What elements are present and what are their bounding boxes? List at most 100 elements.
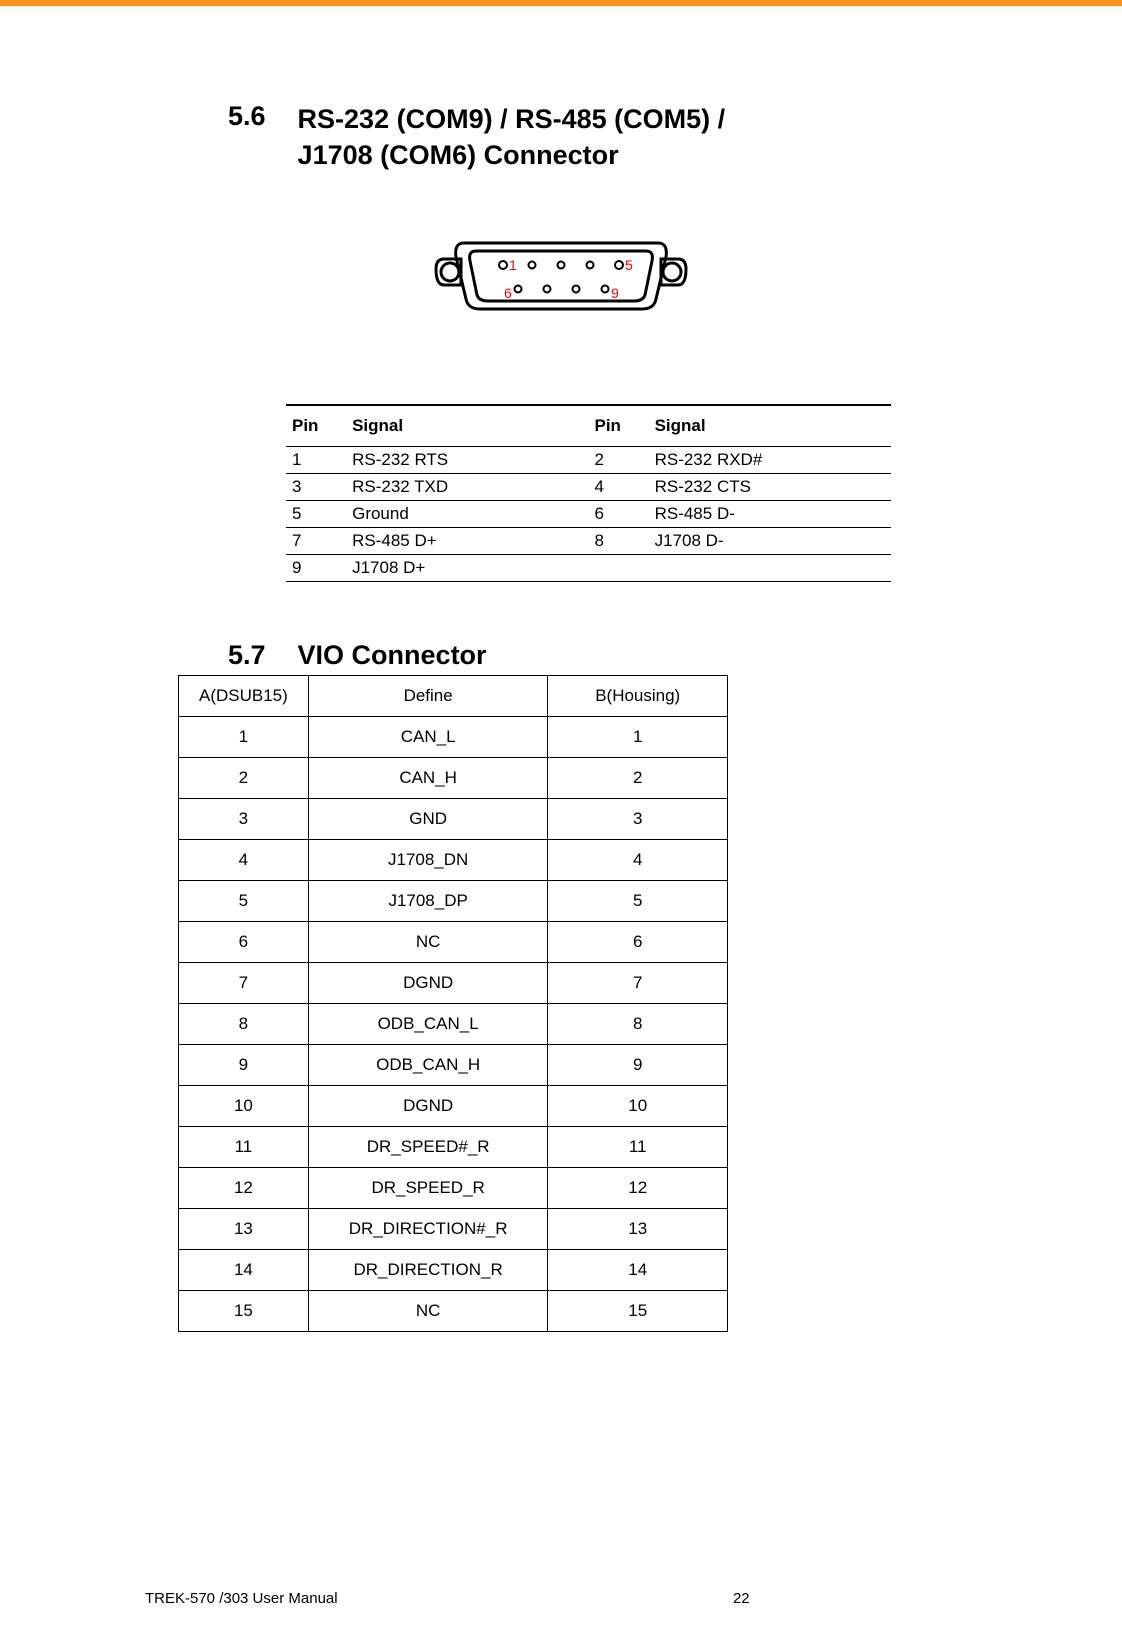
cell-signal: RS-232 RTS — [346, 446, 588, 473]
table-row: 12DR_SPEED_R12 — [179, 1168, 728, 1209]
vio-cell-def: DR_SPEED_R — [308, 1168, 548, 1209]
vio-cell-def: J1708_DN — [308, 840, 548, 881]
cell-signal: RS-232 TXD — [346, 473, 588, 500]
cell-signal: J1708 D+ — [346, 554, 588, 581]
cell-signal: Ground — [346, 500, 588, 527]
section-num-5-6: 5.6 — [228, 101, 266, 132]
section-5-6-heading: 5.6 RS-232 (COM9) / RS-485 (COM5) / J170… — [228, 101, 1122, 174]
pin-table-body: 1 RS-232 RTS 2 RS-232 RXD# 3 RS-232 TXD … — [286, 446, 891, 581]
pin-label-6: 6 — [504, 285, 512, 301]
vio-cell-b: 13 — [548, 1209, 728, 1250]
vio-cell-a: 5 — [179, 881, 309, 922]
table-row: 2CAN_H2 — [179, 758, 728, 799]
th-define: Define — [308, 676, 548, 717]
page-footer: TREK-570 /303 User Manual 22 — [145, 1590, 975, 1607]
vio-cell-def: ODB_CAN_L — [308, 1004, 548, 1045]
cell-signal — [649, 554, 891, 581]
table-row: 13DR_DIRECTION#_R13 — [179, 1209, 728, 1250]
cell-pin: 9 — [286, 554, 346, 581]
vio-cell-a: 12 — [179, 1168, 309, 1209]
vio-cell-def: DR_DIRECTION#_R — [308, 1209, 548, 1250]
cell-pin: 8 — [588, 527, 648, 554]
vio-cell-a: 8 — [179, 1004, 309, 1045]
th-a-dsub15: A(DSUB15) — [179, 676, 309, 717]
section-title-5-7: VIO Connector — [298, 637, 487, 673]
th-pin-2: Pin — [588, 405, 648, 447]
vio-cell-def: DR_DIRECTION_R — [308, 1250, 548, 1291]
table-row: 3GND3 — [179, 799, 728, 840]
vio-cell-a: 3 — [179, 799, 309, 840]
vio-cell-a: 14 — [179, 1250, 309, 1291]
table-row: 4J1708_DN4 — [179, 840, 728, 881]
vio-cell-a: 15 — [179, 1291, 309, 1332]
table-row: 5J1708_DP5 — [179, 881, 728, 922]
cell-signal: RS-485 D+ — [346, 527, 588, 554]
cell-pin — [588, 554, 648, 581]
table-row: 14DR_DIRECTION_R14 — [179, 1250, 728, 1291]
table-header-row: Pin Signal Pin Signal — [286, 405, 891, 447]
page-content: 5.6 RS-232 (COM9) / RS-485 (COM5) / J170… — [0, 101, 1122, 1332]
table-row: 7DGND7 — [179, 963, 728, 1004]
vio-cell-def: CAN_H — [308, 758, 548, 799]
vio-cell-b: 15 — [548, 1291, 728, 1332]
cell-pin: 6 — [588, 500, 648, 527]
cell-signal: RS-232 CTS — [649, 473, 891, 500]
pin-label-1: 1 — [509, 257, 517, 273]
vio-cell-b: 14 — [548, 1250, 728, 1291]
vio-cell-def: DGND — [308, 963, 548, 1004]
vio-cell-a: 9 — [179, 1045, 309, 1086]
vio-cell-b: 12 — [548, 1168, 728, 1209]
vio-cell-def: J1708_DP — [308, 881, 548, 922]
vio-cell-b: 8 — [548, 1004, 728, 1045]
cell-signal: J1708 D- — [649, 527, 891, 554]
table-row: 7 RS-485 D+ 8 J1708 D- — [286, 527, 891, 554]
vio-cell-b: 4 — [548, 840, 728, 881]
vio-cell-a: 11 — [179, 1127, 309, 1168]
vio-cell-a: 1 — [179, 717, 309, 758]
vio-cell-b: 11 — [548, 1127, 728, 1168]
table-row: 11DR_SPEED#_R11 — [179, 1127, 728, 1168]
vio-cell-b: 1 — [548, 717, 728, 758]
vio-cell-a: 6 — [179, 922, 309, 963]
table-row: 1 RS-232 RTS 2 RS-232 RXD# — [286, 446, 891, 473]
vio-cell-b: 10 — [548, 1086, 728, 1127]
pin-label-9: 9 — [611, 285, 619, 301]
vio-cell-b: 3 — [548, 799, 728, 840]
table-row: 3 RS-232 TXD 4 RS-232 CTS — [286, 473, 891, 500]
table-row: 1CAN_L1 — [179, 717, 728, 758]
pin-label-5: 5 — [625, 257, 633, 273]
section-5-7-heading: 5.7 VIO Connector — [228, 637, 1122, 673]
th-b-housing: B(Housing) — [548, 676, 728, 717]
vio-cell-b: 6 — [548, 922, 728, 963]
vio-cell-def: NC — [308, 1291, 548, 1332]
th-signal-2: Signal — [649, 405, 891, 447]
vio-cell-a: 13 — [179, 1209, 309, 1250]
th-signal-1: Signal — [346, 405, 588, 447]
vio-cell-a: 10 — [179, 1086, 309, 1127]
th-pin-1: Pin — [286, 405, 346, 447]
vio-cell-def: NC — [308, 922, 548, 963]
vio-cell-b: 7 — [548, 963, 728, 1004]
table-row: 10DGND10 — [179, 1086, 728, 1127]
table-row: 15NC15 — [179, 1291, 728, 1332]
vio-cell-b: 2 — [548, 758, 728, 799]
vio-cell-b: 9 — [548, 1045, 728, 1086]
vio-cell-a: 4 — [179, 840, 309, 881]
pin-signal-table: Pin Signal Pin Signal 1 RS-232 RTS 2 RS-… — [286, 404, 891, 582]
vio-cell-b: 5 — [548, 881, 728, 922]
cell-pin: 4 — [588, 473, 648, 500]
section-title-5-6: RS-232 (COM9) / RS-485 (COM5) / J1708 (C… — [298, 101, 726, 174]
cell-signal: RS-232 RXD# — [649, 446, 891, 473]
cell-signal: RS-485 D- — [649, 500, 891, 527]
vio-table-body: 1CAN_L1 2CAN_H2 3GND3 4J1708_DN4 5J1708_… — [179, 717, 728, 1332]
cell-pin: 1 — [286, 446, 346, 473]
vio-connector-table: A(DSUB15) Define B(Housing) 1CAN_L1 2CAN… — [178, 675, 728, 1332]
vio-cell-def: DR_SPEED#_R — [308, 1127, 548, 1168]
vio-cell-def: CAN_L — [308, 717, 548, 758]
cell-pin: 3 — [286, 473, 346, 500]
vio-cell-def: DGND — [308, 1086, 548, 1127]
accent-bar — [0, 0, 1122, 6]
vio-cell-a: 2 — [179, 758, 309, 799]
db9-connector-diagram: 1 5 6 9 — [416, 219, 706, 334]
footer-manual-title: TREK-570 /303 User Manual — [145, 1590, 338, 1607]
